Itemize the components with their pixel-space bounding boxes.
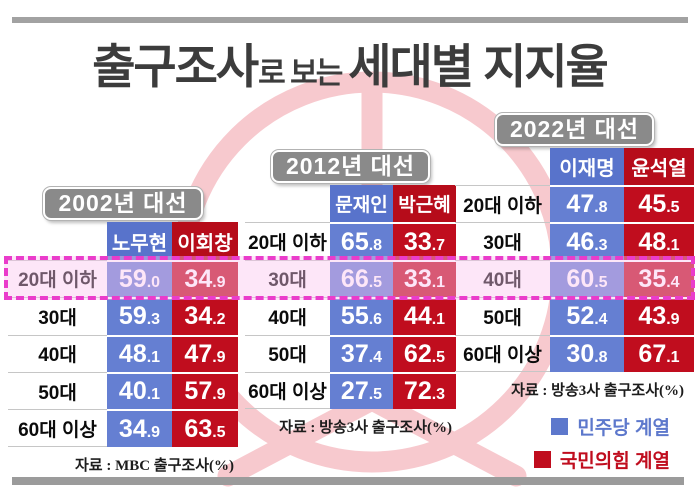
top-rule	[12, 17, 688, 23]
legend-item: 민주당 계열	[551, 413, 670, 440]
legend-swatch-icon	[551, 418, 569, 435]
age-group-label: 60대 이상	[245, 371, 330, 410]
support-value: 52.4	[550, 297, 624, 335]
support-value: 37.4	[330, 334, 393, 372]
candidate-header: 이회창	[172, 222, 238, 260]
support-value: 66.5	[330, 259, 393, 298]
support-value: 33.7	[393, 222, 456, 260]
age-group-label: 40대	[455, 259, 550, 297]
page-title: 출구조사로 보는 세대별 지지율	[0, 38, 699, 108]
support-value: 40.1	[107, 371, 172, 410]
title-part-1: 출구조사	[92, 40, 259, 93]
legend-label: 국민의힘 계열	[559, 451, 670, 472]
support-value: 30.8	[550, 334, 624, 372]
results-grid: 문재인 박근혜 20대 이하 65.8 33.7 30대 66.5 33.1 40대 55.6 44…	[245, 185, 456, 410]
age-group-label: 30대	[8, 297, 107, 334]
title-part-3: 세대별 지지율	[348, 40, 608, 93]
election-year-badge: 2022년 대선	[494, 112, 655, 146]
support-value: 34.9	[107, 409, 172, 447]
legend-label: 민주당 계열	[577, 418, 670, 439]
age-group-label: 20대 이하	[245, 222, 330, 259]
candidate-header: 노무현	[107, 222, 172, 260]
age-group-label: 30대	[455, 222, 550, 259]
support-value: 57.9	[172, 371, 238, 410]
age-group-label: 20대 이하	[455, 184, 550, 222]
support-value: 48.1	[107, 334, 172, 372]
election-table: 2022년 대선 이재명 윤석열 20대 이하 47.8 45.5 30대 46.3 48.1…	[455, 112, 694, 400]
candidate-header: 윤석열	[624, 147, 694, 185]
source-note: 자료 : MBC 출구조사(%)	[74, 457, 234, 474]
support-value: 67.1	[624, 334, 694, 372]
results-grid: 이재명 윤석열 20대 이하 47.8 45.5 30대 46.3 48.1 40대 60.5 35…	[455, 147, 694, 372]
candidate-header: 문재인	[330, 185, 393, 223]
support-value: 59.3	[107, 297, 172, 335]
support-value: 33.1	[393, 259, 456, 298]
support-value: 65.8	[330, 222, 393, 260]
support-value: 62.5	[393, 334, 456, 372]
support-value: 34.9	[172, 259, 238, 298]
election-year-badge: 2012년 대선	[270, 150, 431, 183]
age-group-label: 20대 이하	[8, 259, 107, 297]
support-value: 55.6	[330, 297, 393, 335]
age-group-label: 30대	[245, 259, 330, 297]
election-year-badge: 2002년 대선	[43, 187, 203, 221]
support-value: 72.3	[393, 371, 456, 410]
age-group-label: 40대	[245, 297, 330, 334]
bottom-rule	[12, 477, 684, 485]
source-note: 자료 : 방송3사 출구조사(%)	[511, 382, 684, 399]
support-value: 47.8	[550, 184, 624, 223]
support-value: 47.9	[172, 334, 238, 372]
support-value: 48.1	[624, 222, 694, 260]
support-value: 35.4	[624, 259, 694, 298]
age-group-label: 60대 이상	[8, 409, 107, 447]
age-group-label: 50대	[8, 371, 107, 409]
support-value: 44.1	[393, 297, 456, 335]
age-group-label: 40대	[8, 334, 107, 372]
age-group-label: 50대	[245, 334, 330, 372]
results-grid: 노무현 이회창 20대 이하 59.0 34.9 30대 59.3 34.2 40대 48.1 47…	[8, 222, 238, 447]
support-value: 59.0	[107, 259, 172, 298]
corner-cell	[245, 185, 330, 222]
support-value: 43.9	[624, 297, 694, 335]
legend-swatch-icon	[533, 451, 551, 468]
title-part-2: 로 보는	[258, 57, 343, 90]
support-value: 34.2	[172, 297, 238, 335]
corner-cell	[8, 222, 107, 259]
support-value: 63.5	[172, 409, 238, 447]
candidate-header: 박근혜	[393, 185, 456, 223]
age-group-label: 50대	[455, 297, 550, 334]
age-group-label: 60대 이상	[455, 334, 550, 372]
election-table: 2002년 대선 노무현 이회창 20대 이하 59.0 34.9 30대 59.3 34.2…	[8, 187, 238, 474]
election-table: 2012년 대선 문재인 박근혜 20대 이하 65.8 33.7 30대 66.5 33.1…	[245, 150, 456, 437]
support-value: 46.3	[550, 222, 624, 260]
corner-cell	[455, 148, 550, 185]
support-value: 45.5	[624, 184, 694, 223]
legend-item: 국민의힘 계열	[533, 446, 670, 473]
support-value: 60.5	[550, 259, 624, 298]
candidate-header: 이재명	[550, 147, 624, 185]
source-note: 자료 : 방송3사 출구조사(%)	[279, 420, 452, 437]
support-value: 27.5	[330, 371, 393, 410]
